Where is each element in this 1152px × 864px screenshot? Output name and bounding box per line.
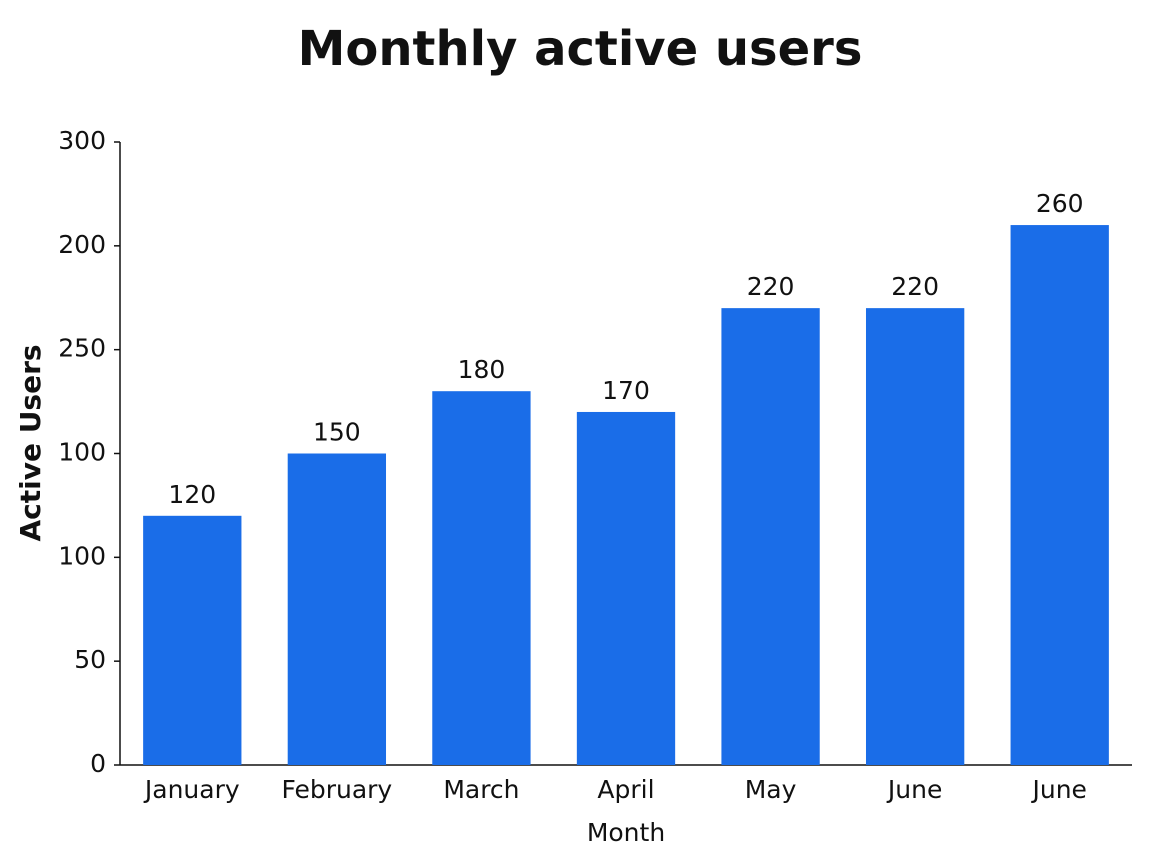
x-tick-label: February [281, 775, 392, 804]
bar [576, 411, 676, 765]
bar [287, 453, 387, 765]
x-tick-label: April [597, 775, 654, 804]
data-label: 150 [313, 418, 361, 447]
bar [721, 308, 820, 765]
bar [865, 308, 965, 765]
y-tick-label: 100 [58, 541, 106, 570]
x-tick-label: June [886, 775, 942, 804]
bar [143, 515, 242, 765]
data-label: 170 [602, 376, 650, 405]
y-tick-label: 200 [58, 230, 106, 259]
data-label: 120 [168, 480, 216, 509]
y-tick-label: 250 [58, 334, 106, 363]
bar [432, 391, 531, 765]
x-axis-label: Month [587, 818, 665, 847]
data-label: 220 [747, 272, 795, 301]
y-tick-label: 100 [58, 438, 106, 467]
y-axis-label: Active Users [14, 344, 47, 541]
x-tick-label: January [143, 775, 240, 804]
y-tick-label: 50 [74, 645, 106, 674]
data-label: 220 [891, 272, 939, 301]
x-tick-label: March [443, 775, 519, 804]
data-label: 260 [1036, 189, 1084, 218]
bar [1010, 225, 1109, 766]
x-tick-label: June [1030, 775, 1086, 804]
x-tick-label: May [745, 775, 797, 804]
y-tick-label: 0 [90, 749, 106, 778]
y-tick-label: 300 [58, 126, 106, 155]
data-label: 180 [458, 355, 506, 384]
chart-title: Monthly active users [298, 21, 863, 77]
